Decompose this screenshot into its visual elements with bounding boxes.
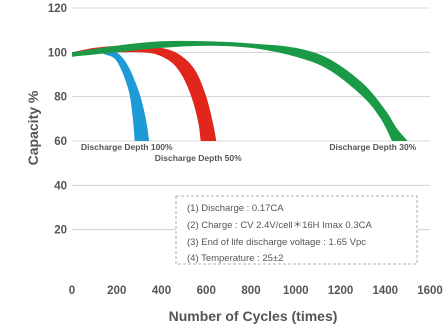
depth-label-3: Discharge Depth 30%	[329, 142, 416, 152]
y-tick-label: 20	[54, 225, 67, 237]
note-discharge: (1) Discharge : 0.17CA	[187, 203, 284, 214]
x-tick-label: 1400	[372, 285, 398, 297]
y-tick-label: 80	[54, 92, 67, 104]
x-axis-title: Number of Cycles (times)	[169, 308, 338, 324]
y-tick-label: 40	[54, 180, 67, 192]
test-conditions-box: (1) Discharge : 0.17CA (2) Charge : CV 2…	[175, 195, 418, 265]
depth-label-1: Discharge Depth 100%	[81, 142, 173, 152]
y-tick-label: 120	[48, 3, 67, 15]
depth-label-2: Discharge Depth 50%	[155, 153, 242, 163]
x-tick-label: 400	[152, 285, 171, 297]
x-tick-label: 1200	[328, 285, 354, 297]
note-end-of-life-voltage: (3) End of life discharge voltage : 1.65…	[187, 237, 366, 248]
notes-box-border	[175, 195, 418, 265]
note-charge: (2) Charge : CV 2.4V/cell＊16H Imax 0.3CA	[187, 220, 372, 231]
note-temperature: (4) Temperature : 25±2	[187, 253, 283, 264]
x-tick-label: 600	[197, 285, 216, 297]
series-band-1	[72, 47, 150, 141]
series-layer	[72, 40, 408, 141]
series-band-3	[72, 40, 408, 141]
x-tick-label: 1000	[283, 285, 309, 297]
y-tick-label: 100	[48, 47, 67, 59]
series-band-2	[72, 45, 217, 141]
y-axis-title: Capacity %	[25, 90, 41, 165]
x-tick-label: 200	[107, 285, 126, 297]
x-tick-label: 1600	[417, 285, 443, 297]
x-tick-label: 800	[241, 285, 260, 297]
label-layer: Discharge Depth 100%Discharge Depth 50% D…	[81, 142, 417, 163]
y-tick-label: 60	[54, 136, 67, 148]
x-tick-label: 0	[69, 285, 75, 297]
